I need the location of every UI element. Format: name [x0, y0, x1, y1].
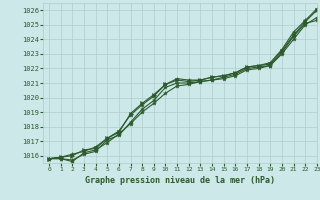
- X-axis label: Graphe pression niveau de la mer (hPa): Graphe pression niveau de la mer (hPa): [85, 176, 275, 185]
